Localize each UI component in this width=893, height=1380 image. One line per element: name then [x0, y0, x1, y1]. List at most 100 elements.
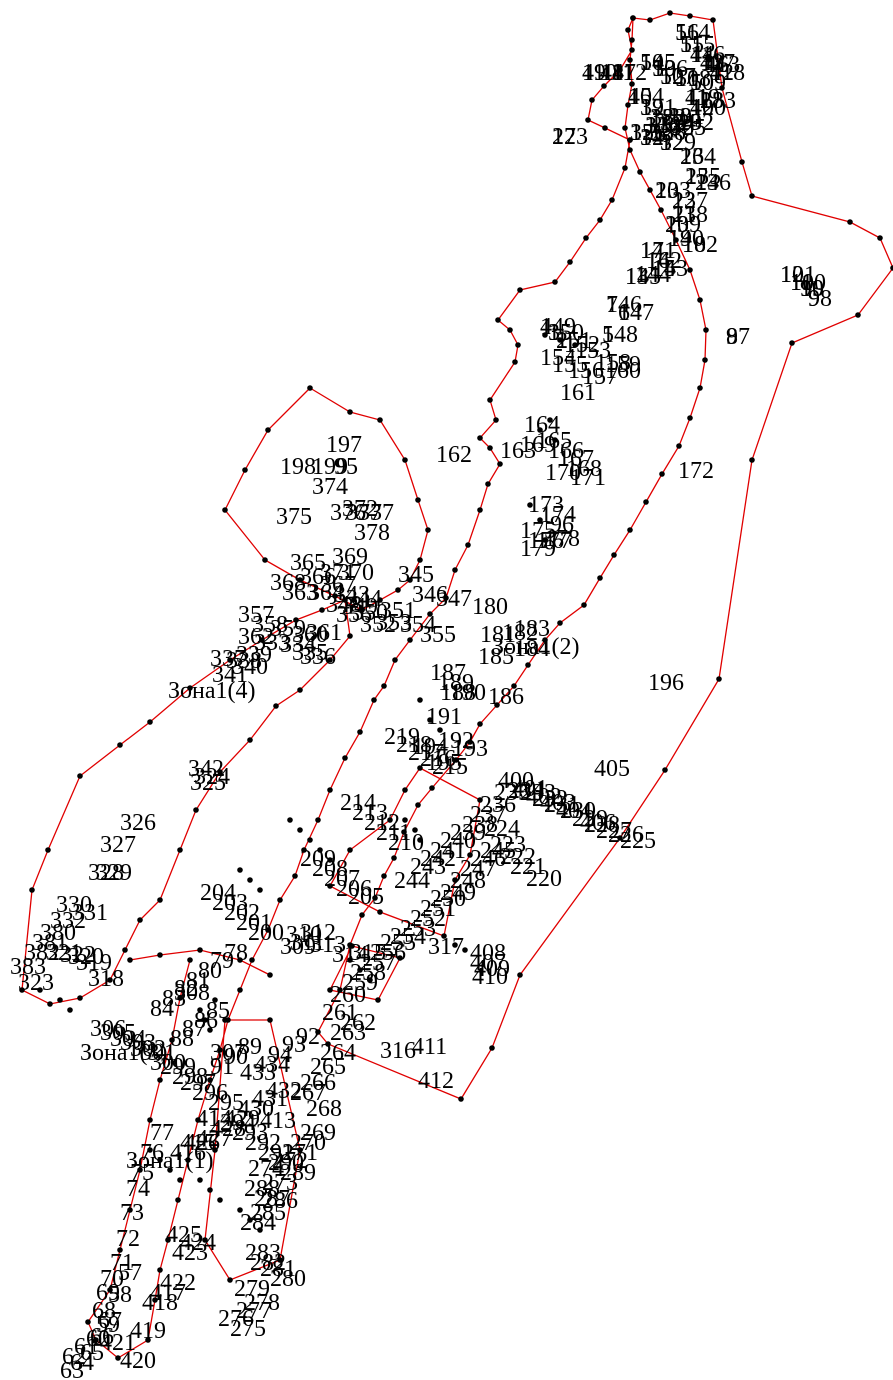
survey-point — [202, 1237, 208, 1243]
point-label: 41 — [685, 85, 709, 111]
survey-point — [465, 542, 471, 548]
point-label: 402 — [526, 784, 562, 810]
point-label: 322 — [60, 942, 96, 968]
survey-point — [890, 265, 893, 271]
point-label: 191 — [426, 704, 462, 730]
point-label: 411 — [412, 1034, 447, 1060]
point-label: 140 — [668, 226, 704, 252]
point-label: 368 — [270, 570, 306, 596]
point-label: 89 — [238, 1034, 262, 1060]
survey-point — [877, 235, 883, 241]
survey-point — [585, 117, 591, 123]
survey-point — [45, 847, 51, 853]
point-label: 433 — [240, 1060, 276, 1086]
point-label: 47 — [612, 60, 636, 86]
point-label: 342 — [188, 756, 224, 782]
survey-point — [267, 972, 273, 978]
point-label: 134 — [680, 144, 716, 170]
point-label: 319 — [76, 950, 112, 976]
point-label: 170 — [545, 460, 581, 486]
point-label: 183 — [514, 616, 550, 642]
point-label: 330 — [56, 892, 92, 918]
point-label: 225 — [620, 828, 656, 854]
point-label: 110 — [582, 60, 617, 86]
survey-point — [415, 497, 421, 503]
point-label: 269 — [300, 1120, 336, 1146]
survey-point — [367, 977, 373, 983]
point-label: 270 — [290, 1130, 326, 1156]
point-label: 144 — [635, 262, 671, 288]
point-label: 42 — [710, 60, 734, 86]
point-label: 339 — [236, 642, 272, 668]
point-label: 157 — [582, 364, 618, 390]
point-label: 311 — [290, 930, 325, 956]
point-label: 324 — [194, 764, 230, 790]
point-label: 345 — [398, 562, 434, 588]
survey-point — [177, 1177, 183, 1183]
point-label: 102 — [682, 232, 718, 258]
point-label: 208 — [312, 856, 348, 882]
point-label: 26 — [680, 144, 704, 170]
point-label: 40 — [690, 95, 714, 121]
point-label: 27 — [552, 124, 576, 150]
survey-point — [257, 1227, 263, 1233]
point-label: 9 — [808, 286, 820, 312]
point-label: 11 — [790, 270, 813, 296]
survey-point — [581, 602, 587, 608]
point-label: 304 — [110, 1026, 146, 1052]
point-label: 123 — [552, 124, 588, 150]
point-label: 364 — [308, 580, 344, 606]
point-label: 344 — [346, 586, 382, 612]
point-label: 430 — [238, 1096, 274, 1122]
survey-point — [512, 359, 518, 365]
survey-point — [425, 527, 431, 533]
point-label: 214 — [340, 790, 376, 816]
survey-point — [347, 957, 353, 963]
point-label: 122 — [650, 105, 686, 131]
point-label: 92 — [296, 1024, 320, 1050]
point-label: 194 — [412, 734, 448, 760]
point-label: 326 — [120, 810, 156, 836]
point-label: 107 — [660, 64, 696, 90]
point-label: 16 — [646, 248, 670, 274]
point-label: 61 — [74, 1334, 98, 1360]
survey-point — [307, 385, 313, 391]
survey-point — [117, 1247, 123, 1253]
point-label: 303 — [120, 1030, 156, 1056]
survey-point — [127, 957, 133, 963]
survey-point — [287, 817, 293, 823]
point-label: 360 — [292, 622, 328, 648]
survey-point — [452, 567, 458, 573]
survey-point — [658, 207, 664, 213]
point-label: 195 — [426, 750, 462, 776]
point-label: 119 — [685, 85, 720, 111]
survey-point — [77, 773, 83, 779]
point-label: 376 — [330, 500, 366, 526]
point-label: 73 — [120, 1200, 144, 1226]
point-label: 159 — [605, 352, 641, 378]
point-label: 243 — [410, 854, 446, 880]
point-label: 283 — [245, 1240, 281, 1266]
point-label: 337 — [210, 646, 246, 672]
survey-point — [381, 873, 387, 879]
point-label: 93 — [282, 1032, 306, 1058]
point-label: 81 — [186, 968, 210, 994]
point-label: 267 — [290, 1080, 326, 1106]
survey-point — [207, 1187, 213, 1193]
point-label: 266 — [300, 1070, 336, 1096]
point-label: 2 — [556, 328, 568, 354]
survey-point — [247, 737, 253, 743]
point-label: 182 — [502, 620, 538, 646]
survey-point — [347, 409, 353, 415]
point-label: 273 — [262, 1170, 298, 1196]
survey-point — [710, 17, 716, 23]
point-label: 241 — [430, 838, 466, 864]
point-label: 424 — [180, 1230, 216, 1256]
point-label: 305 — [100, 1020, 136, 1046]
point-label: 6 — [618, 300, 630, 326]
point-label: 239 — [450, 820, 486, 846]
point-label: 268 — [306, 1096, 342, 1122]
point-label: 137 — [672, 188, 708, 214]
survey-point — [625, 27, 631, 33]
survey-point — [487, 445, 493, 451]
